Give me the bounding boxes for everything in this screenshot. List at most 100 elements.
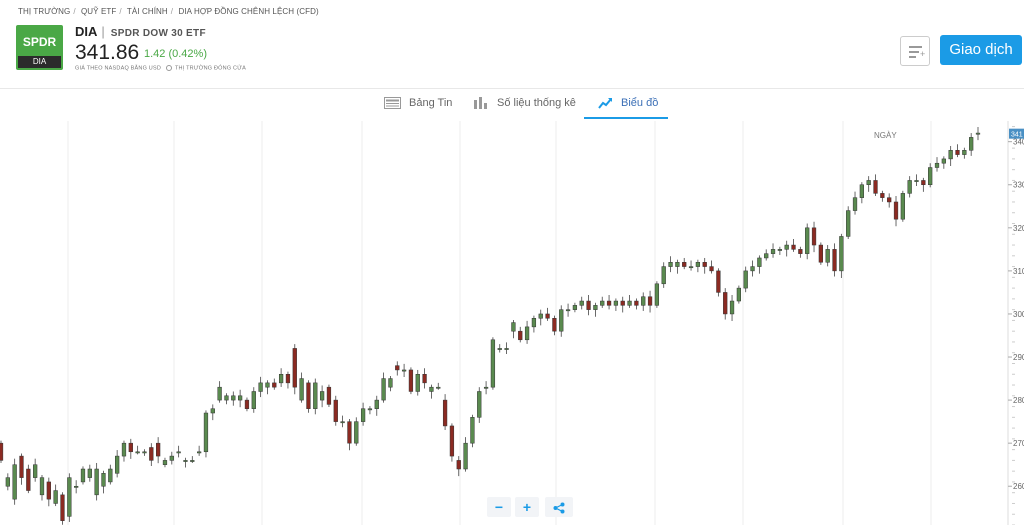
candle (367, 406, 373, 415)
candle (545, 307, 550, 321)
clock-icon (166, 65, 172, 71)
candle-body (115, 455, 120, 474)
tab-stats[interactable]: Số liệu thống kê (474, 89, 576, 119)
logo-ticker: DIA (18, 56, 61, 68)
candle-body (928, 167, 933, 185)
candle (941, 156, 946, 169)
y-axis: 260 270 280 290 300 310 320 330 340341 (1008, 126, 1024, 525)
candle-body (729, 300, 735, 315)
candle-body (470, 417, 475, 444)
candle-body (620, 300, 625, 306)
candle-body (941, 158, 946, 164)
candle (237, 389, 243, 408)
candle (613, 298, 619, 311)
candle (46, 477, 51, 507)
candle (94, 462, 99, 501)
candle (135, 445, 140, 455)
candle-body (770, 249, 776, 254)
candle-body (408, 369, 414, 392)
candle (278, 368, 284, 387)
candle (39, 475, 45, 501)
tab-chart[interactable]: Biểu đồ (584, 89, 668, 119)
candle (586, 295, 591, 316)
candle-body (149, 447, 154, 461)
candle-body (87, 468, 92, 478)
candle-body (415, 374, 420, 392)
candle-body (265, 382, 270, 388)
candle (265, 380, 270, 395)
candle-body (921, 180, 926, 185)
candle (169, 451, 174, 465)
candle-body (169, 455, 174, 461)
candle (292, 344, 297, 395)
chart-grid (67, 121, 1009, 525)
candle (388, 375, 393, 392)
candle (477, 387, 482, 423)
breadcrumb-item[interactable]: TÀI CHÍNH (126, 7, 168, 16)
candle-body (436, 386, 441, 389)
candle (149, 443, 154, 466)
candle-body (832, 249, 837, 272)
candlestick-series (0, 127, 981, 525)
candle (757, 255, 762, 274)
candle-body (736, 287, 742, 302)
candle-body (108, 468, 113, 483)
candle-body (258, 382, 263, 392)
candle-body (326, 386, 332, 405)
candle (928, 163, 933, 188)
candle (962, 147, 967, 159)
candle-body (839, 236, 844, 272)
candle (306, 380, 311, 413)
candle-body (709, 266, 714, 272)
candle (593, 302, 598, 317)
candle (818, 242, 823, 265)
candle (723, 288, 728, 320)
candle-body (565, 309, 571, 312)
candle-body (716, 270, 721, 293)
candle (518, 326, 523, 343)
candle-body (156, 442, 161, 457)
candle (654, 281, 660, 308)
candle-body (682, 262, 687, 267)
candle-body (39, 477, 45, 496)
breadcrumb-item[interactable]: THỊ TRƯỜNG (18, 7, 71, 16)
candle-body (237, 395, 243, 401)
share-button[interactable] (545, 497, 573, 517)
candle (688, 260, 694, 271)
candle-body (586, 300, 591, 310)
candle (791, 239, 796, 252)
add-to-watchlist-button[interactable]: + (900, 36, 930, 66)
candle-body (593, 305, 598, 310)
candle-body (914, 180, 919, 182)
candle-body (74, 485, 79, 488)
candle-body (5, 477, 10, 487)
instrument-price: 341.86 (75, 41, 140, 64)
price-chart[interactable]: 260 270 280 290 300 310 320 330 340341 NGÀY (0, 121, 1024, 525)
candle-body (606, 300, 612, 306)
candle-body (818, 244, 823, 263)
candle-body (675, 262, 680, 267)
zoom-in-button[interactable]: + (515, 497, 539, 517)
candle-body (545, 313, 550, 319)
candle-body (121, 442, 127, 457)
candle-body (825, 249, 830, 263)
candle (641, 292, 646, 311)
candle (449, 423, 455, 462)
candle (627, 295, 632, 308)
candle-body (101, 473, 106, 487)
trade-button[interactable]: Giao dịch (940, 35, 1022, 65)
candle (436, 382, 441, 390)
zoom-out-button[interactable]: − (487, 497, 511, 517)
candle (743, 266, 748, 293)
candle (620, 296, 625, 313)
breadcrumb-item[interactable]: QUỸ ETF (80, 7, 117, 16)
candle (921, 177, 926, 192)
tab-news[interactable]: Bảng Tin (384, 89, 452, 119)
candle-body (80, 468, 86, 483)
candle-body (33, 464, 38, 478)
candle-body (490, 339, 496, 388)
candle (12, 458, 17, 505)
candle (108, 464, 113, 485)
candle-body (955, 150, 960, 155)
candle-body (176, 451, 181, 454)
